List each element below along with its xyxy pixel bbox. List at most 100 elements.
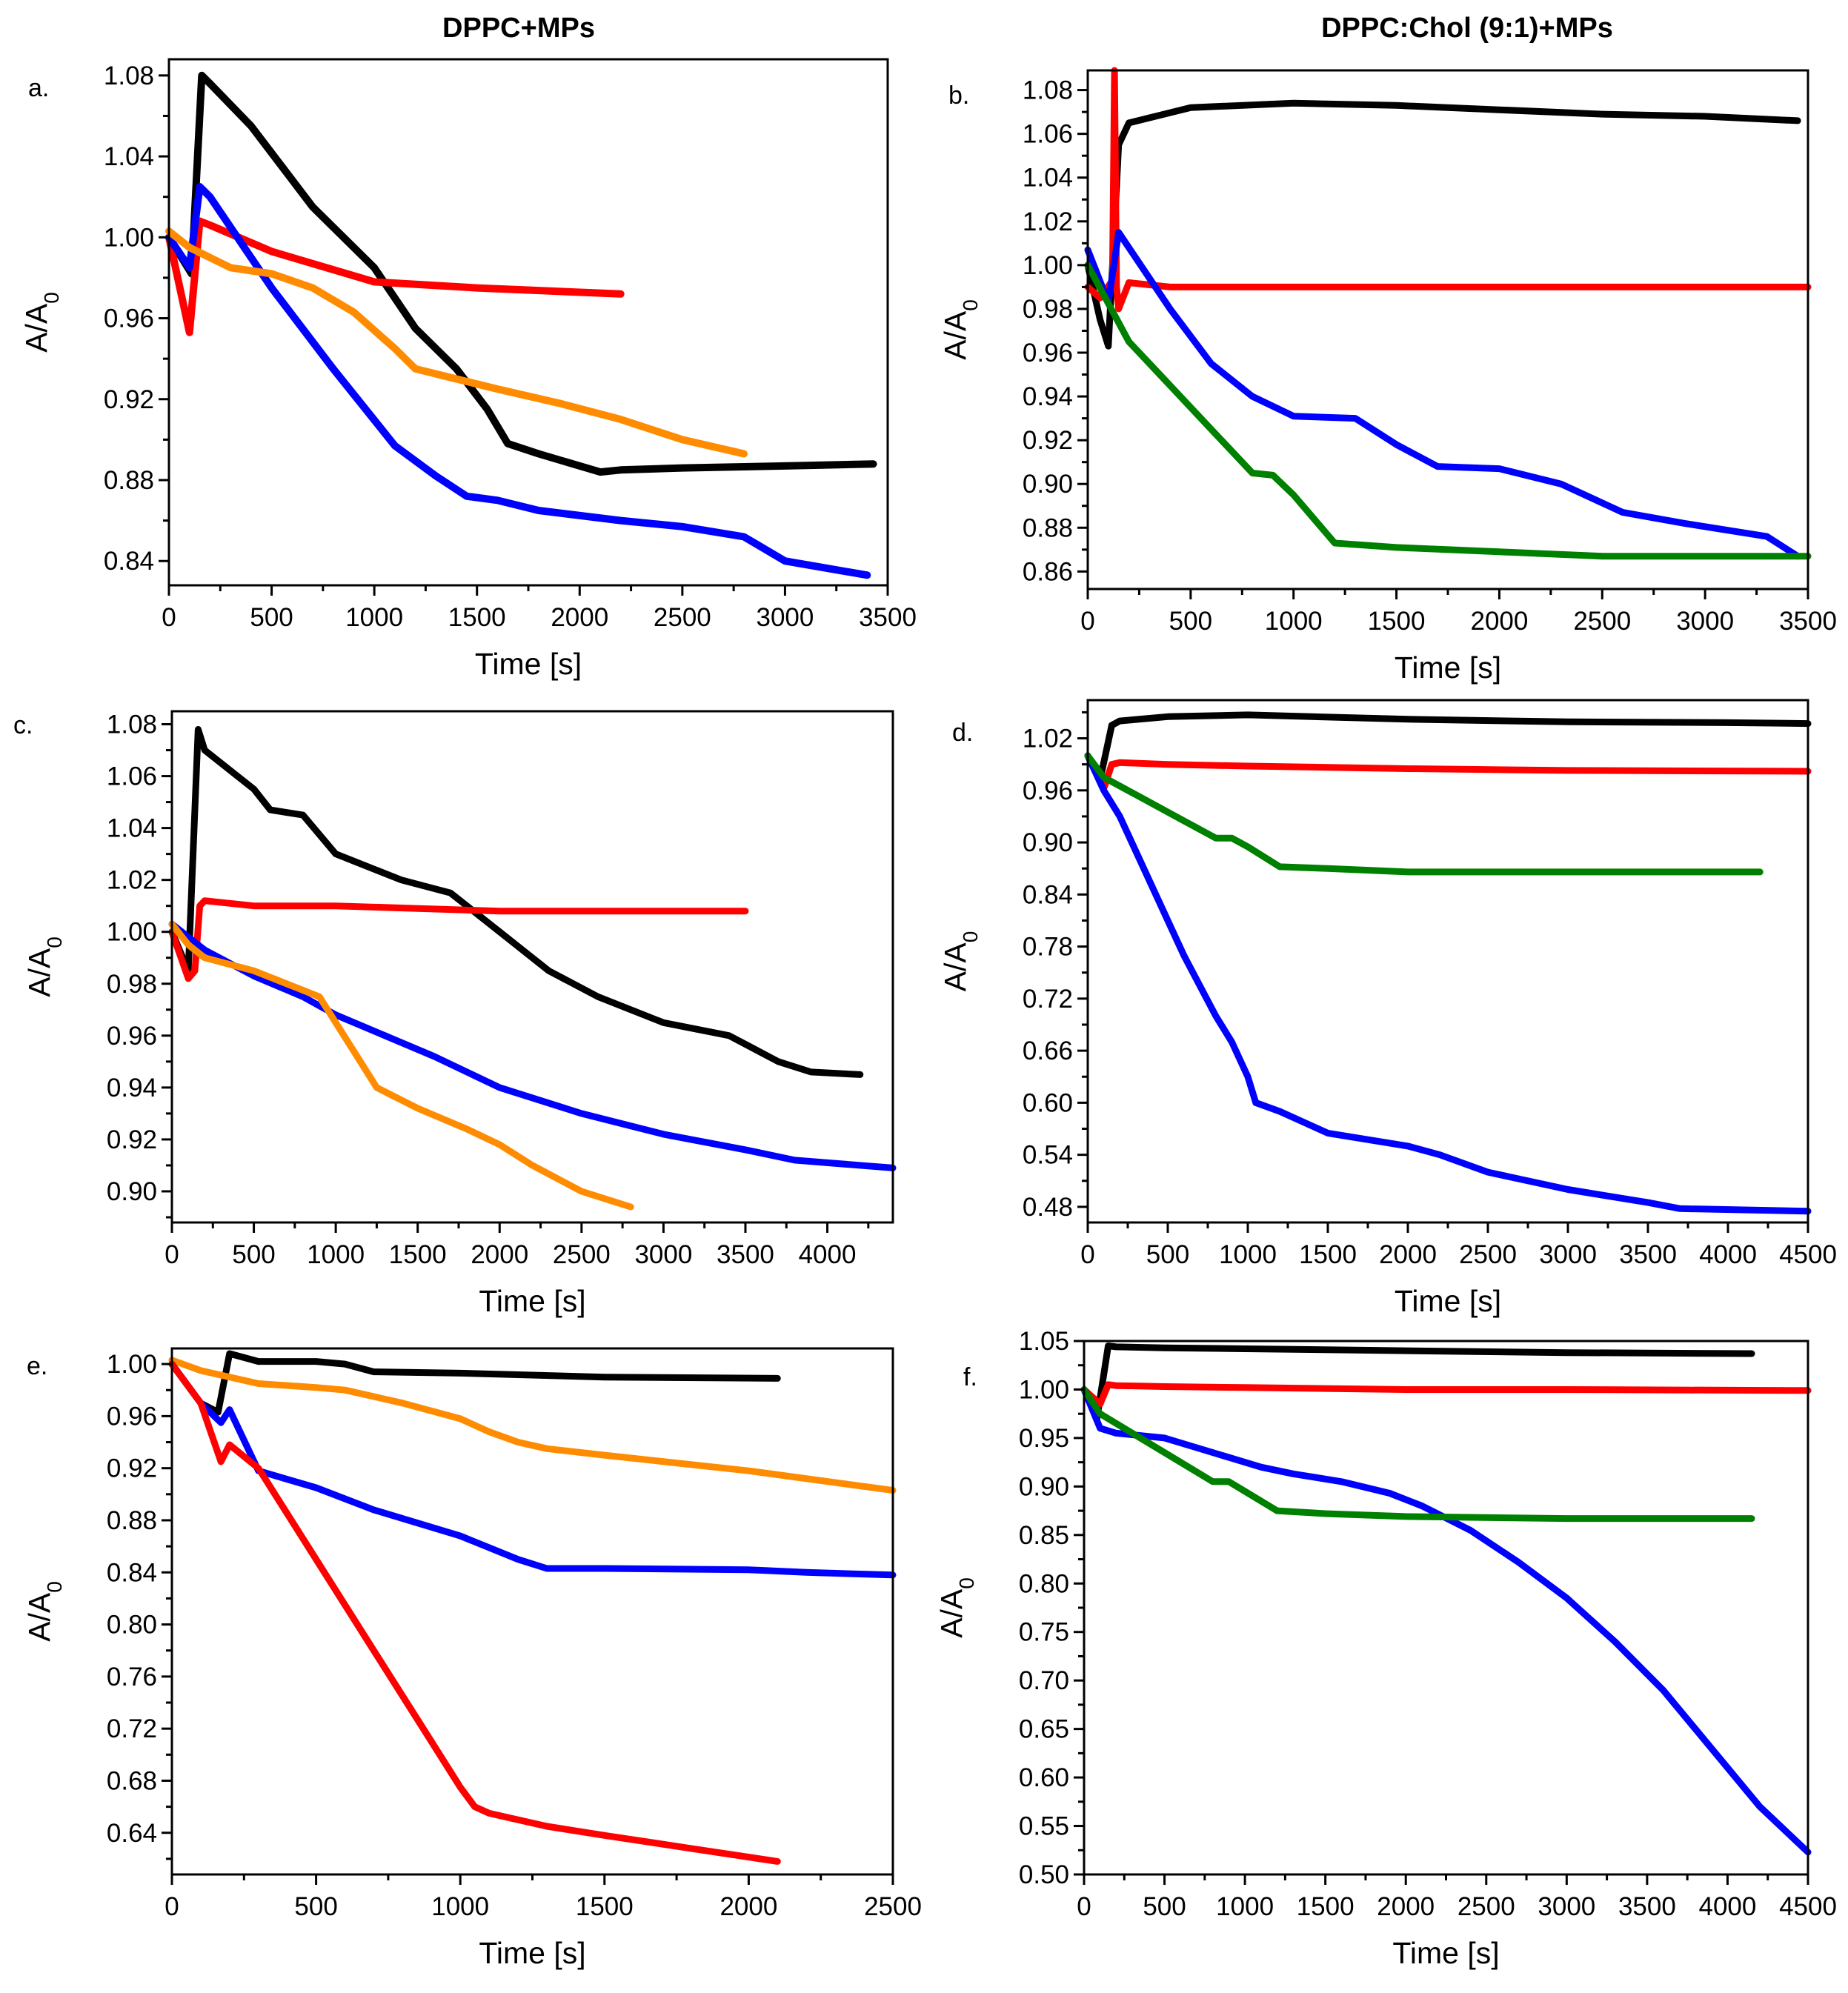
panel-a-xtick-label: 3500 — [859, 603, 917, 632]
panel-d-series-3 — [1084, 752, 1812, 1215]
panel-d-xtick-label: 3500 — [1619, 1240, 1677, 1269]
panel-d-ytick-label: 0.96 — [1023, 776, 1073, 805]
panel-c-xtick-label: 1500 — [389, 1240, 447, 1269]
panel-a-ytick-label: 0.88 — [104, 466, 154, 495]
panel-a-xtick-label: 500 — [250, 603, 293, 632]
panel-c-xtick-label: 500 — [232, 1240, 275, 1269]
panel-c-ytick-label: 0.92 — [107, 1125, 157, 1154]
panel-c-xtick-label: 2500 — [553, 1240, 611, 1269]
panel-d-xtick-label: 1500 — [1299, 1240, 1357, 1269]
panel-c-ytick-label: 1.04 — [107, 814, 157, 843]
panel-a-series-4 — [165, 227, 748, 458]
panel-f-ytick-label: 0.75 — [1019, 1618, 1069, 1647]
panel-d-ytick-label: 0.48 — [1023, 1193, 1073, 1222]
panel-e-xlabel: Time [s] — [479, 1936, 585, 1970]
panel-c-ytick-label: 1.06 — [107, 762, 157, 791]
panel-d-xtick-label: 4000 — [1699, 1240, 1757, 1269]
panel-d-xtick-label: 2500 — [1459, 1240, 1517, 1269]
panel-f-series-4 — [1080, 1386, 1755, 1523]
panel-a-series-1 — [165, 71, 877, 476]
panel-e-ytick-label: 0.80 — [107, 1611, 157, 1640]
panel-f-xtick-label: 0 — [1077, 1892, 1091, 1921]
panel-d-xtick-label: 1000 — [1219, 1240, 1277, 1269]
panel-c-ylabel: A/A0 — [22, 936, 66, 997]
panel-d-ytick-label: 0.72 — [1023, 985, 1073, 1014]
panel-d-series-2 — [1084, 752, 1812, 792]
panel-a-xtick-label: 2500 — [654, 603, 711, 632]
panel-f-ytick-label: 0.60 — [1019, 1763, 1069, 1792]
panel-b-ytick-label: 0.96 — [1023, 339, 1073, 367]
panel-b-letter: b. — [948, 81, 969, 110]
panel-f-series-1 — [1080, 1342, 1755, 1423]
panel-c-frame — [170, 710, 894, 1224]
panel-c: 0 500 1000 1500 2000 2500 3000 3500 4000 0.90 0.92… — [13, 710, 897, 1318]
panel-f-xtick-label: 3500 — [1618, 1892, 1676, 1921]
panel-f-ytick-label: 0.55 — [1019, 1812, 1069, 1841]
panel-d-xtick-label: 4500 — [1779, 1240, 1837, 1269]
panel-b-xtick-label: 500 — [1169, 607, 1212, 636]
panel-e-xtick-label: 1500 — [576, 1892, 634, 1921]
panel-c-ytick-label: 0.96 — [107, 1022, 157, 1051]
panel-c-xtick-label: 3500 — [717, 1240, 774, 1269]
panel-e-ytick-label: 0.96 — [107, 1402, 157, 1431]
panel-b-xtick-label: 3000 — [1676, 607, 1734, 636]
panel-e-series-2 — [168, 1357, 897, 1494]
panel-c-ytick-label: 1.00 — [107, 918, 157, 947]
panel-c-series-1 — [168, 726, 864, 1078]
panel-d-xtick-label: 0 — [1080, 1240, 1094, 1269]
panel-d-ytick-label: 1.02 — [1023, 725, 1073, 753]
panel-a-xtick-label: 1500 — [448, 603, 506, 632]
panel-f-ylabel: A/A0 — [934, 1577, 978, 1638]
panel-f-xtick-label: 2500 — [1458, 1892, 1515, 1921]
panel-b-series-4 — [1084, 262, 1812, 560]
panel-b-xtick-label: 3500 — [1779, 607, 1837, 636]
panel-a-xtick-label: 2000 — [551, 603, 608, 632]
panel-a-ylabel: A/A0 — [19, 292, 63, 353]
panel-e-ytick-label: 0.92 — [107, 1454, 157, 1483]
panel-e-frame — [170, 1347, 894, 1876]
panel-f-ytick-label: 0.65 — [1019, 1715, 1069, 1744]
panel-d-xlabel: Time [s] — [1395, 1284, 1501, 1318]
panel-b-ytick-label: 0.88 — [1023, 513, 1073, 542]
panel-f-xtick-label: 1500 — [1297, 1892, 1355, 1921]
panel-f-xtick-label: 3000 — [1538, 1892, 1595, 1921]
panel-f-xtick-label: 2000 — [1377, 1892, 1435, 1921]
panel-d-series-1 — [1084, 711, 1812, 781]
panel-f-frame — [1083, 1340, 1809, 1876]
panel-c-xtick-label: 1000 — [307, 1240, 365, 1269]
panel-f-ytick-label: 0.80 — [1019, 1569, 1069, 1598]
panel-e-letter: e. — [27, 1352, 47, 1380]
panel-a-ytick-label: 1.08 — [104, 61, 154, 90]
panel-e-ytick-label: 0.68 — [107, 1766, 157, 1795]
panel-a: 0 500 1000 1500 2000 2500 3000 3500 0.84 0.88 0.92… — [19, 58, 917, 681]
panel-d-series-4 — [1084, 752, 1764, 876]
panel-a-ytick-label: 0.92 — [104, 385, 154, 414]
panel-d-letter: d. — [952, 719, 973, 747]
panel-e-ytick-label: 1.00 — [107, 1350, 157, 1379]
panel-b-ytick-label: 0.86 — [1023, 557, 1073, 586]
panel-b-ytick-label: 1.08 — [1023, 76, 1073, 105]
panel-c-ytick-label: 0.98 — [107, 970, 157, 999]
panel-c-ytick-label: 1.08 — [107, 711, 157, 739]
panel-a-xtick-label: 3000 — [756, 603, 814, 632]
panel-d-ytick-label: 0.78 — [1023, 933, 1073, 962]
panel-f-ytick-label: 0.90 — [1019, 1472, 1069, 1501]
panel-f-ytick-label: 0.70 — [1019, 1666, 1069, 1695]
panel-b-ylabel: A/A0 — [938, 299, 982, 360]
panel-d-ytick-label: 0.66 — [1023, 1037, 1073, 1065]
panel-a-xtick-label: 1000 — [345, 603, 403, 632]
panel-f-series-3 — [1080, 1386, 1812, 1856]
panel-b-xtick-label: 1500 — [1368, 607, 1426, 636]
panel-b-ytick-label: 1.06 — [1023, 120, 1073, 149]
panel-d-ytick-label: 0.84 — [1023, 880, 1073, 909]
column-title-left: DPPC+MPs — [442, 13, 595, 44]
panel-e-series-3 — [168, 1360, 897, 1579]
panel-f-ytick-label: 0.95 — [1019, 1424, 1069, 1453]
panel-c-series-4 — [168, 920, 634, 1211]
panel-a-xlabel: Time [s] — [475, 647, 582, 681]
panel-b-ytick-label: 0.90 — [1023, 470, 1073, 499]
panel-d-ytick-label: 0.60 — [1023, 1088, 1073, 1117]
panel-a-series-3 — [165, 183, 871, 579]
panel-d-xtick-label: 500 — [1146, 1240, 1189, 1269]
